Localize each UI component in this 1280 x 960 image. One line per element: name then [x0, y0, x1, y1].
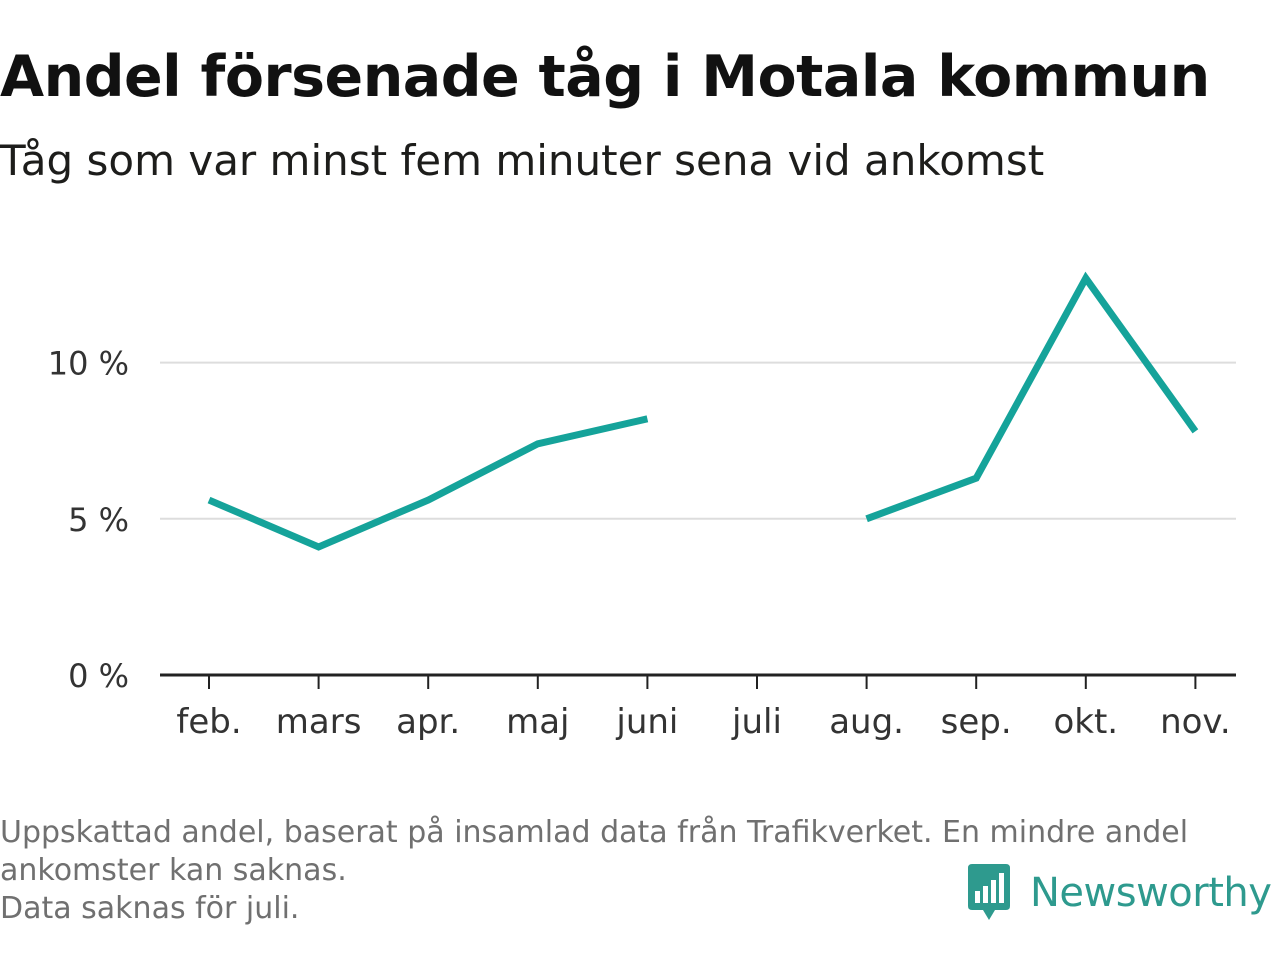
footnote-line: Uppskattad andel, baserat på insamlad da… [0, 815, 1189, 850]
x-tick-label: juni [615, 702, 678, 742]
x-tick-label: apr. [396, 702, 460, 742]
x-tick-label: aug. [829, 702, 904, 742]
chart-subtitle: Tåg som var minst fem minuter sena vid a… [0, 136, 1045, 185]
footnote-line: Data saknas för juli. [0, 891, 300, 926]
footnote-line: ankomster kan saknas. [0, 853, 347, 888]
y-tick-label: 5 % [68, 501, 129, 539]
series-line-segment [865, 271, 1199, 523]
x-tick-label: juli [731, 702, 782, 742]
line-chart: 0 % 5 % 10 % feb. mars apr. maj juni juli aug. se… [48, 271, 1236, 742]
series-lines [207, 271, 1199, 551]
series-line-segment [207, 415, 649, 551]
y-axis-tick-labels: 0 % 5 % 10 % [48, 345, 129, 695]
bar-chart-speech-bubble-icon [968, 864, 1010, 920]
x-axis-tick-labels: feb. mars apr. maj juni juli aug. sep. okt. nov. [176, 702, 1230, 742]
brand-name: Newsworthy [1030, 870, 1272, 916]
x-tick-label: okt. [1053, 702, 1118, 742]
y-tick-label: 0 % [68, 657, 129, 695]
x-tick-label: feb. [176, 702, 241, 742]
y-tick-label: 10 % [48, 345, 129, 383]
x-tick-label: mars [276, 702, 362, 742]
x-axis [160, 673, 1236, 689]
gridlines [160, 361, 1236, 520]
brand-logo[interactable]: Newsworthy [964, 862, 1272, 924]
chart-title: Andel försenade tåg i Motala kommun [0, 44, 1210, 110]
x-tick-label: nov. [1160, 702, 1231, 742]
x-tick-label: sep. [941, 702, 1012, 742]
footnote: Uppskattad andel, baserat på insamlad da… [0, 814, 1270, 928]
x-tick-label: maj [506, 702, 569, 742]
